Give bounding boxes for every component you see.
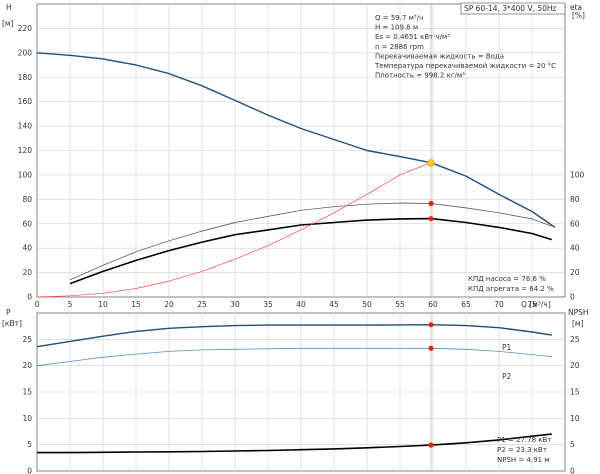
series-line-eta_pump — [69, 202, 552, 281]
upper-left-axis-label: H — [6, 3, 12, 12]
upper-left-tick-label: 100 — [18, 170, 33, 179]
lower-right-tick-label: 20 — [570, 361, 580, 370]
lower-left-tick-label: 0 — [27, 467, 32, 474]
chart-header: SP 60-14, 3*400 V, 50Hz — [464, 4, 557, 13]
upper-left-tick-label: 80 — [22, 195, 32, 204]
lower-left-tick-label: 20 — [22, 361, 32, 370]
upper-left-tick-label: 180 — [18, 73, 33, 82]
x-tick-label: 55 — [395, 300, 405, 309]
lower-right-tick-label: 25 — [570, 335, 580, 344]
upper-right-tick-label: 40 — [570, 244, 580, 253]
lower-left-tick-label: 25 — [22, 335, 32, 344]
x-tick-label: 50 — [362, 300, 372, 309]
series-line-P1 — [36, 324, 552, 348]
efficiency-label-unit: КПД агрегата = 64.2 % — [468, 285, 554, 293]
annotation-line: Температура перекачиваемой жидкости = 20… — [374, 62, 556, 70]
npsh-value-label: NPSH = 4.91 м — [497, 456, 550, 464]
series-line-NPSH — [37, 433, 552, 454]
p2-point — [428, 345, 434, 351]
x-tick-label: 35 — [263, 300, 273, 309]
annotation-line: Плотность = 998.2 кг/м³ — [375, 72, 465, 80]
x-tick-label: 10 — [98, 300, 108, 309]
p1-point — [428, 322, 434, 328]
npsh-point — [428, 442, 434, 448]
eta-pump-point — [428, 200, 434, 207]
upper-left-tick-label: 140 — [18, 122, 33, 131]
lower-left-tick-label: 15 — [22, 388, 32, 397]
lower-right-tick-label: 0 — [570, 467, 575, 474]
lower-operating-points — [428, 313, 434, 471]
eta-unit-point — [428, 216, 434, 222]
series-line-P2 — [36, 347, 552, 367]
lower-right-axis-label: NPSH — [568, 308, 589, 317]
lower-left-y-ticks: 0 5 10 15 20 25 — [22, 335, 32, 474]
lower-right-tick-label: 10 — [570, 414, 580, 423]
lower-left-axis-label: P — [6, 308, 11, 317]
upper-left-tick-label: 20 — [22, 268, 32, 277]
x-tick-label: 25 — [197, 300, 207, 309]
upper-right-tick-label: 100 — [570, 170, 585, 179]
upper-left-tick-label: 160 — [18, 97, 33, 106]
annotation-line: Перекачиваемая жидкость = Вода — [375, 52, 504, 60]
lower-left-tick-label: 5 — [27, 440, 32, 449]
series-line-system_curve — [36, 162, 432, 298]
upper-right-tick-label: 80 — [570, 195, 580, 204]
x-axis-label: Q [м³/ч] — [521, 300, 551, 309]
upper-left-tick-label: 0 — [27, 293, 32, 302]
upper-series — [36, 52, 556, 298]
upper-operating-points — [427, 4, 435, 297]
lower-left-axis-unit: [кВт] — [2, 319, 22, 328]
lower-right-tick-label: 5 — [570, 440, 575, 449]
x-tick-label: 75 — [527, 300, 537, 309]
x-tick-label: 45 — [329, 300, 339, 309]
annotation-line: H = 109.8 м — [375, 24, 418, 32]
annotation-line: Q = 59.7 м³/ч — [375, 14, 423, 22]
upper-x-ticks: 0 5 10 15 20 25 30 35 40 45 50 55 60 65 70 75 — [35, 300, 537, 309]
x-tick-label: 15 — [131, 300, 141, 309]
upper-right-axis-label: eta — [570, 3, 582, 12]
upper-panel: 0 5 10 15 20 25 30 35 40 45 50 55 60 65 70 75 0 20 40 60 80… — [2, 2, 585, 309]
x-tick-label: 65 — [461, 300, 471, 309]
chart-header-box — [460, 2, 566, 15]
p2-series-label: P2 — [502, 372, 512, 381]
x-tick-label: 20 — [164, 300, 174, 309]
upper-right-tick-label: 60 — [570, 219, 580, 228]
upper-grid — [37, 4, 565, 297]
upper-right-axis-unit: [%] — [572, 11, 585, 20]
lower-right-y-ticks: 0 5 10 15 20 25 — [570, 335, 580, 474]
series-line-H — [36, 52, 556, 228]
x-tick-label: 30 — [230, 300, 240, 309]
duty-point-marker — [427, 159, 435, 167]
upper-right-y-ticks: 0 20 40 60 80 100 — [570, 170, 585, 301]
upper-left-y-ticks: 0 20 40 60 80 100 120 140 160 180 200 220 — [18, 24, 33, 302]
upper-left-tick-label: 40 — [22, 244, 32, 253]
upper-left-tick-label: 220 — [18, 24, 33, 33]
x-tick-label: 5 — [68, 300, 73, 309]
lower-series — [36, 324, 552, 454]
upper-right-tick-label: 20 — [570, 268, 580, 277]
x-tick-label: 60 — [428, 300, 438, 309]
x-tick-label: 70 — [494, 300, 504, 309]
efficiency-label-pump: КПД насоса = 76.6 % — [468, 275, 546, 283]
lower-grid — [37, 313, 565, 471]
upper-left-tick-label: 120 — [18, 146, 33, 155]
annotation-line: Es = 0.4651 кВт·ч/м³ — [375, 33, 450, 41]
lower-panel: 0 5 10 15 20 25 0 5 10 15 20 25 P [кВт] NPSH [м] P… — [2, 308, 589, 474]
x-tick-label: 40 — [296, 300, 306, 309]
lower-left-tick-label: 10 — [22, 414, 32, 423]
annotation-line: n = 2886 rpm — [375, 43, 424, 51]
lower-right-tick-label: 15 — [570, 388, 580, 397]
upper-left-axis-unit: [м] — [2, 19, 14, 28]
upper-left-tick-label: 60 — [22, 219, 32, 228]
p1-series-label: P1 — [502, 343, 512, 352]
p1-value-label: P1 = 27.78 кВт — [497, 436, 551, 444]
p2-value-label: P2 = 23.3 кВт — [497, 446, 547, 454]
upper-right-tick-label: 0 — [570, 293, 575, 302]
duty-point-annotations: Q = 59.7 м³/ч H = 109.8 мEs = 0.4651 кВт·… — [374, 14, 556, 80]
lower-right-axis-unit: [м] — [572, 319, 584, 328]
upper-left-tick-label: 200 — [18, 48, 33, 57]
x-tick-label: 0 — [35, 300, 40, 309]
series-line-eta_unit — [69, 217, 553, 285]
